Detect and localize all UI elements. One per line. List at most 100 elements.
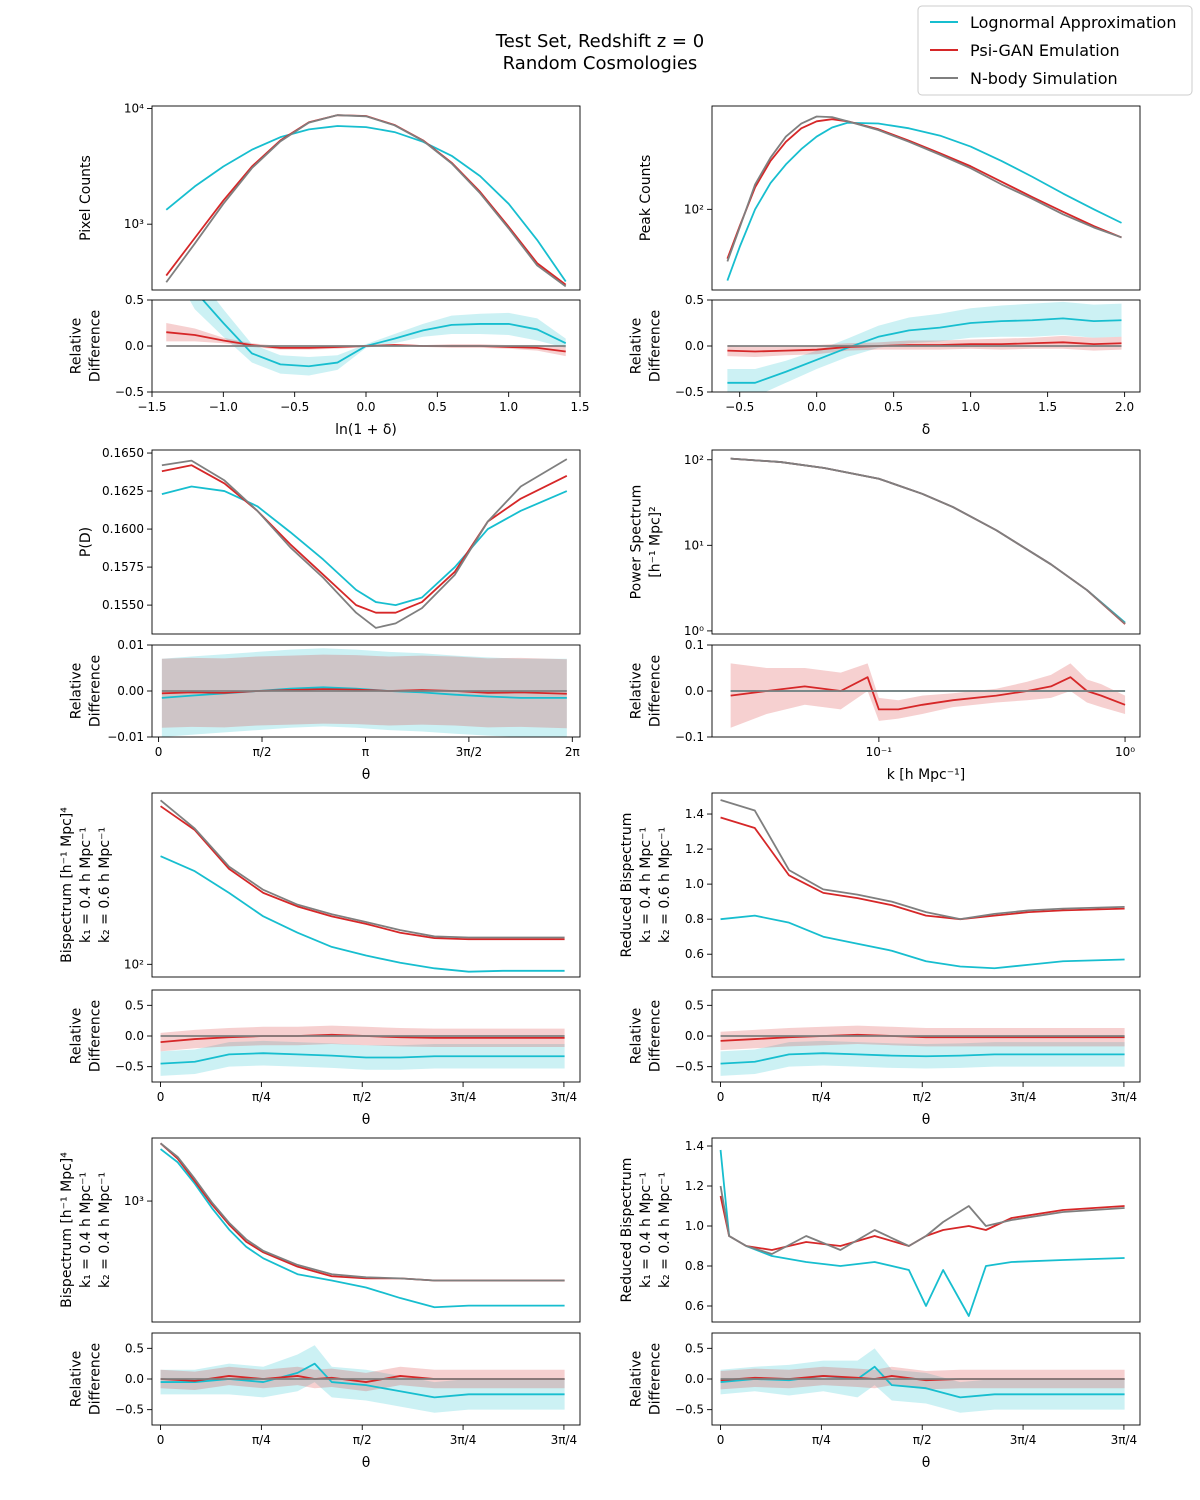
plot-area-rbis2 <box>719 1149 1125 1317</box>
y-axis-label: Difference <box>88 1343 104 1415</box>
y-axis-label: Bispectrum [h⁻¹ Mpc]⁴ <box>59 807 75 963</box>
y-axis-label: Bispectrum [h⁻¹ Mpc]⁴ <box>59 1152 75 1308</box>
series-line-lognormal <box>160 1148 565 1309</box>
y-axis-label: k₂ = 0.6 h Mpc⁻¹ <box>97 827 113 943</box>
y-tick-label: 0.5 <box>125 293 144 307</box>
panel-bis1_rel: −0.5 0.0 0.5 0 π/4 π/2 3π/4 3π/4 θ Relative Differ… <box>69 989 581 1128</box>
panel-bis1: 10² Bispectrum [h⁻¹ Mpc]⁴ k₁ = 0.4 h Mpc⁻¹… <box>59 792 581 978</box>
plot-area-bis2 <box>159 1142 565 1309</box>
series-line-psigan <box>161 688 567 695</box>
plot-area-pixel <box>165 114 567 288</box>
panel-power: 10⁰ 10¹ 10² Power Spectrum [h⁻¹ Mpc]² <box>629 449 1141 638</box>
x-tick-label: 3π/4 <box>1010 1433 1037 1447</box>
panel-pd: 0.1550 0.1575 0.1600 0.1625 0.1650 P(D) <box>78 446 581 635</box>
series-line-lognormal <box>720 914 1125 970</box>
x-tick-label: 2π <box>565 745 580 759</box>
y-axis-label: k₁ = 0.4 h Mpc⁻¹ <box>78 827 94 943</box>
band-lognormal <box>161 648 567 737</box>
x-tick-label: 0.5 <box>884 400 903 414</box>
y-tick-label: −0.5 <box>115 1403 144 1417</box>
y-axis-label: Relative <box>629 1351 645 1407</box>
x-tick-label: 10⁰ <box>1115 745 1135 759</box>
x-tick-label: π/2 <box>913 1090 932 1104</box>
y-tick-label: 0.0 <box>125 339 144 353</box>
panel-rbis2: 0.6 0.8 1.0 1.2 1.4 Reduced Bispectrum k₁ = 0.… <box>619 1137 1141 1323</box>
y-tick-label: 0.8 <box>685 1259 704 1273</box>
band-psigan <box>166 323 566 357</box>
x-tick-label: π/4 <box>812 1433 831 1447</box>
x-axis-label: δ <box>922 422 931 438</box>
band-psigan <box>720 1366 1125 1390</box>
x-tick-label: π/4 <box>252 1433 271 1447</box>
y-tick-label: 1.4 <box>685 807 704 821</box>
y-axis-label: P(D) <box>78 527 94 557</box>
y-axis-label: Relative <box>629 1008 645 1064</box>
y-tick-label: −0.01 <box>107 730 144 744</box>
plot-area-bis2_rel <box>160 1345 565 1413</box>
series-line-lognormal <box>160 855 565 973</box>
y-axis-label: k₂ = 0.4 h Mpc⁻¹ <box>657 1172 673 1288</box>
y-tick-label: −0.5 <box>115 1060 144 1074</box>
x-tick-label: −1.5 <box>137 400 166 414</box>
y-axis-label: k₁ = 0.4 h Mpc⁻¹ <box>638 827 654 943</box>
x-tick-label: 3π/4 <box>1010 1090 1037 1104</box>
x-tick-label: π/2 <box>253 745 272 759</box>
y-axis-label: Difference <box>88 655 104 727</box>
y-axis-label: Difference <box>648 655 664 727</box>
y-axis-label: Pixel Counts <box>78 155 94 241</box>
panel-pixel: 10³ 10⁴ Pixel Counts <box>78 101 581 291</box>
y-axis-label: Relative <box>69 318 85 374</box>
y-axis-label: [h⁻¹ Mpc]² <box>648 506 664 578</box>
figure-title-line1: Test Set, Redshift z = 0 <box>495 31 704 52</box>
x-tick-label: 1.5 <box>1038 400 1057 414</box>
panel-peak_rel: −0.5 0.0 0.5 −0.5 0.0 0.5 1.0 1.5 2.0 δ Relative Di… <box>629 293 1141 438</box>
x-axis-label: θ <box>362 1112 371 1128</box>
axes-frame-bis1 <box>151 792 581 978</box>
y-tick-label: 1.2 <box>685 1179 704 1193</box>
axes-frame-pixel <box>151 105 581 291</box>
y-tick-label: 0.0 <box>685 1029 704 1043</box>
y-tick-label: −0.5 <box>115 385 144 399</box>
y-axis-label: Relative <box>69 663 85 719</box>
y-tick-label: 10² <box>124 957 144 971</box>
y-axis-label: Relative <box>69 1008 85 1064</box>
y-axis-label: Power Spectrum <box>629 485 645 600</box>
x-tick-label: −0.5 <box>280 400 309 414</box>
y-tick-label: 0.0 <box>685 1372 704 1386</box>
series-line-psigan <box>727 341 1122 353</box>
y-axis-label: Difference <box>88 1000 104 1072</box>
x-axis-label: ln(1 + δ) <box>335 422 397 438</box>
y-tick-label: 0.5 <box>685 1341 704 1355</box>
y-axis-label: k₂ = 0.4 h Mpc⁻¹ <box>97 1172 113 1288</box>
x-axis-label: k [h Mpc⁻¹] <box>887 767 965 783</box>
x-tick-label: 0.0 <box>356 400 375 414</box>
series-line-lognormal <box>161 485 568 607</box>
plot-area-pd <box>161 458 568 629</box>
x-tick-label: 0.0 <box>807 400 826 414</box>
y-tick-label: 0.1 <box>685 638 704 652</box>
plot-area-rbis1 <box>720 799 1125 970</box>
x-tick-label: π/2 <box>353 1090 372 1104</box>
x-tick-label: 1.0 <box>499 400 518 414</box>
y-axis-label: Difference <box>88 310 104 382</box>
x-tick-label: 3π/2 <box>456 745 483 759</box>
x-tick-label: π <box>362 745 369 759</box>
axes-frame-bis2 <box>151 1137 581 1323</box>
series-line-psigan <box>720 816 1125 921</box>
y-tick-label: 10² <box>684 202 704 216</box>
legend-box <box>917 5 1193 96</box>
series-line-nbody <box>159 799 565 939</box>
plot-area-rbis2_rel <box>720 1348 1125 1413</box>
panel-pixel_rel: −0.5 0.0 0.5 −1.5 −1.0 −0.5 0.0 0.5 1.0 1.5 ln(1 +… <box>69 293 590 438</box>
band-lognormal <box>720 1040 1125 1076</box>
axes-frame-rbis1 <box>711 792 1141 978</box>
series-line-nbody <box>165 114 567 288</box>
x-tick-label: 0 <box>717 1090 725 1104</box>
series-line-lognormal <box>165 125 567 282</box>
y-tick-label: 0.5 <box>685 293 704 307</box>
y-axis-label: Difference <box>648 1343 664 1415</box>
y-tick-label: 0.1550 <box>102 598 144 612</box>
series-line-psigan <box>730 676 1126 711</box>
series-line-nbody <box>719 1185 1125 1255</box>
